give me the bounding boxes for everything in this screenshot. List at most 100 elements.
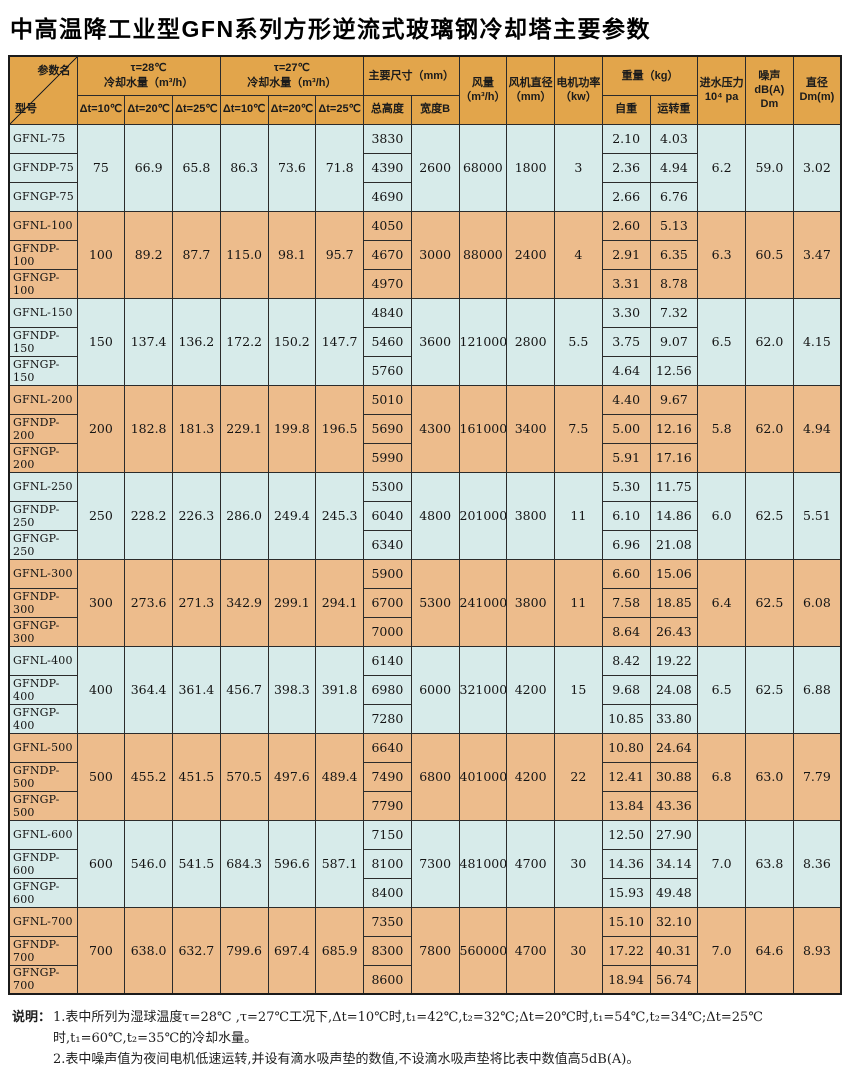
table-header: 参数名 型号 τ=28℃ 冷却水量（m³/h） τ=27℃ 冷却水量（m³/h）… [8, 55, 842, 125]
self-weight-cell: 6.10 [601, 500, 651, 531]
height-cell: 6980 [363, 674, 412, 705]
cool27-cell: 172.2 [219, 297, 269, 386]
water-pressure-cell: 5.8 [697, 384, 746, 473]
height-cell: 7790 [363, 790, 412, 821]
motor-power-cell: 3 [554, 123, 603, 212]
table-row: GFNGP-300 7000 8.64 26.43 [8, 616, 841, 647]
header-cool28-unit: 冷却水量（m³/h） [104, 76, 194, 89]
notes-label: 说明： [12, 1010, 52, 1025]
self-weight-cell: 3.75 [601, 326, 651, 357]
run-weight-cell: 4.94 [649, 152, 699, 183]
self-weight-cell: 5.00 [601, 413, 651, 444]
diameter-cell: 3.47 [792, 210, 842, 299]
run-weight-cell: 9.67 [649, 384, 699, 415]
model-cell: GFNDP-300 [8, 587, 78, 618]
motor-power-cell: 30 [554, 819, 603, 908]
run-weight-cell: 32.10 [649, 906, 699, 937]
water-pressure-cell: 6.2 [697, 123, 746, 212]
self-weight-cell: 2.91 [601, 239, 651, 270]
self-weight-cell: 6.96 [601, 529, 651, 560]
self-weight-cell: 18.94 [601, 964, 651, 995]
airflow-cell: 161000 [458, 384, 508, 473]
height-cell: 7490 [363, 761, 412, 792]
cool28-cell: 89.2 [124, 210, 173, 299]
header-noise-label: 噪声 [758, 69, 781, 82]
table-row: GFNL-150 150 137.4 136.2 172.2 150.2 147.7 4840… [8, 297, 842, 386]
table-row: GFNDP-500 7490 12.41 30.88 [8, 761, 841, 792]
fan-diameter-cell: 2400 [506, 210, 555, 299]
cool27-cell: 456.7 [219, 645, 269, 734]
height-cell: 8300 [363, 935, 412, 966]
self-weight-cell: 9.68 [601, 674, 651, 705]
run-weight-cell: 15.06 [649, 558, 699, 589]
airflow-cell: 321000 [458, 645, 508, 734]
run-weight-cell: 40.31 [649, 935, 699, 966]
motor-power-cell: 7.5 [554, 384, 603, 473]
self-weight-cell: 12.41 [601, 761, 651, 792]
cool27-cell: 196.5 [315, 384, 364, 473]
cool28-cell: 700 [76, 906, 126, 995]
height-cell: 4670 [363, 239, 412, 270]
cool27-cell: 147.7 [315, 297, 364, 386]
model-cell: GFNGP-200 [8, 442, 78, 473]
self-weight-cell: 15.93 [601, 877, 651, 908]
airflow-cell: 68000 [458, 123, 508, 212]
self-weight-cell: 2.10 [601, 123, 651, 154]
table-row: GFNDP-150 5460 3.75 9.07 [8, 326, 841, 357]
cool28-cell: 500 [76, 732, 126, 821]
header-dt20-t28: Δt=20℃ [124, 94, 173, 125]
height-cell: 6700 [363, 587, 412, 618]
diameter-cell: 4.15 [792, 297, 842, 386]
cool27-cell: 570.5 [219, 732, 269, 821]
cool28-cell: 250 [76, 471, 126, 560]
cool27-cell: 587.1 [315, 819, 364, 908]
self-weight-cell: 3.31 [601, 268, 651, 299]
table-row: GFNGP-250 6340 6.96 21.08 [8, 529, 841, 560]
cool27-cell: 150.2 [267, 297, 317, 386]
height-cell: 5760 [363, 355, 412, 386]
run-weight-cell: 56.74 [649, 964, 699, 995]
noise-cell: 64.6 [745, 906, 794, 995]
table-row: GFNL-75 75 66.9 65.8 86.3 73.6 71.8 3830 2600 680… [8, 123, 842, 212]
cool28-cell: 65.8 [172, 123, 221, 212]
width-b-cell: 5300 [410, 558, 460, 647]
height-cell: 5460 [363, 326, 412, 357]
cool28-cell: 300 [76, 558, 126, 647]
diameter-cell: 6.08 [792, 558, 842, 647]
table-row: GFNGP-200 5990 5.91 17.16 [8, 442, 841, 473]
cool28-cell: 361.4 [172, 645, 221, 734]
header-dt10-t28: Δt=10℃ [76, 94, 126, 125]
table-row: GFNDP-300 6700 7.58 18.85 [8, 587, 841, 618]
height-cell: 4840 [363, 297, 412, 328]
run-weight-cell: 17.16 [649, 442, 699, 473]
model-cell: GFNDP-700 [8, 935, 78, 966]
cool27-cell: 71.8 [315, 123, 364, 212]
diameter-cell: 8.36 [792, 819, 842, 908]
table-row: GFNGP-500 7790 13.84 43.36 [8, 790, 841, 821]
table-row: GFNL-700 700 638.0 632.7 799.6 697.4 685.9 7350… [8, 906, 842, 995]
diameter-cell: 6.88 [792, 645, 842, 734]
page-title: 中高温降工业型GFN系列方形逆流式玻璃钢冷却塔主要参数 [10, 16, 652, 42]
run-weight-cell: 8.78 [649, 268, 699, 299]
header-cool27: τ=27℃ 冷却水量（m³/h） [219, 55, 365, 96]
water-pressure-cell: 6.0 [697, 471, 746, 560]
run-weight-cell: 26.43 [649, 616, 699, 647]
header-cool28: τ=28℃ 冷却水量（m³/h） [76, 55, 221, 96]
motor-power-cell: 5.5 [554, 297, 603, 386]
width-b-cell: 4300 [410, 384, 460, 473]
table-row: GFNDP-75 4390 2.36 4.94 [8, 152, 841, 183]
water-pressure-cell: 6.5 [697, 645, 746, 734]
run-weight-cell: 5.13 [649, 210, 699, 241]
fan-diameter-cell: 1800 [506, 123, 555, 212]
height-cell: 5690 [363, 413, 412, 444]
diameter-cell: 8.93 [792, 906, 842, 995]
table-row: GFNL-100 100 89.2 87.7 115.0 98.1 95.7 4050 3000… [8, 210, 842, 299]
cool28-cell: 273.6 [124, 558, 173, 647]
self-weight-cell: 6.60 [601, 558, 651, 589]
header-water-pressure: 进水压力 10⁴ pa [697, 55, 746, 125]
cool28-cell: 200 [76, 384, 126, 473]
noise-cell: 62.5 [745, 471, 794, 560]
run-weight-cell: 43.36 [649, 790, 699, 821]
header-dimensions: 主要尺寸（mm） [363, 55, 460, 96]
diameter-cell: 3.02 [792, 123, 842, 212]
